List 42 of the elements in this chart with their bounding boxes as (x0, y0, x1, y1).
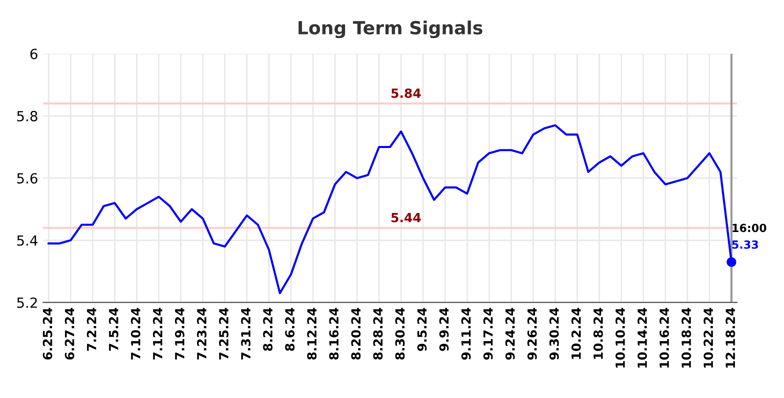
x-tick-label: 10.14.24 (638, 308, 647, 368)
x-tick-label: 9.17.24 (483, 308, 493, 360)
ref-line-label: 5.44 (392, 213, 421, 222)
x-tick-label: 10.8.24 (593, 308, 603, 359)
x-tick-label: 10.22.24 (704, 308, 714, 368)
x-tick-label: 7.31.24 (241, 308, 250, 360)
x-tick-label: 12.18.24 (726, 308, 736, 368)
annotation: 16:00 (732, 224, 766, 232)
x-tick-label: 10.18.24 (682, 308, 692, 368)
x-tick-label: 7.12.24 (152, 308, 162, 360)
x-tick-label: 7.19.24 (174, 308, 184, 360)
x-tick-label: 7.2.24 (86, 308, 96, 351)
y-tick-label: 6 (30, 48, 38, 60)
y-tick-label: 5.8 (17, 110, 38, 122)
x-tick-label: 9.30.24 (549, 308, 559, 360)
y-tick-label: 5.2 (17, 297, 37, 308)
x-tick-label: 9.24.24 (505, 308, 515, 360)
x-tick-label: 7.10.24 (130, 308, 140, 360)
chart-title: Long Term Signals (298, 20, 482, 38)
x-tick-label: 10.16.24 (660, 308, 669, 368)
x-tick-label: 9.26.24 (527, 308, 537, 360)
x-tick-label: 8.12.24 (307, 308, 317, 360)
data-label: 5.33 (732, 240, 758, 249)
x-tick-label: 8.30.24 (395, 308, 405, 360)
x-tick-label: 9.11.24 (461, 308, 471, 360)
x-tick-label: 9.9.24 (439, 308, 449, 351)
x-tick-label: 8.16.24 (329, 308, 339, 360)
x-tick-label: 8.6.24 (285, 308, 295, 351)
x-tick-label: 7.5.24 (108, 308, 118, 351)
x-tick-label: 7.25.24 (219, 308, 228, 360)
x-tick-label: 8.20.24 (351, 308, 361, 360)
y-tick-label: 5.6 (17, 173, 38, 184)
ref-line-label: 5.84 (392, 88, 421, 98)
x-tick-label: 8.28.24 (373, 308, 383, 360)
x-tick-label: 8.2.24 (263, 308, 273, 351)
x-tick-label: 10.2.24 (571, 308, 581, 359)
x-tick-label: 6.27.24 (64, 308, 74, 360)
x-tick-label: 9.5.24 (417, 308, 427, 351)
x-tick-label: 6.25.24 (42, 308, 52, 360)
y-tick-label: 5.4 (17, 235, 38, 246)
x-tick-label: 7.23.24 (196, 308, 206, 360)
x-tick-label: 10.10.24 (615, 308, 625, 368)
